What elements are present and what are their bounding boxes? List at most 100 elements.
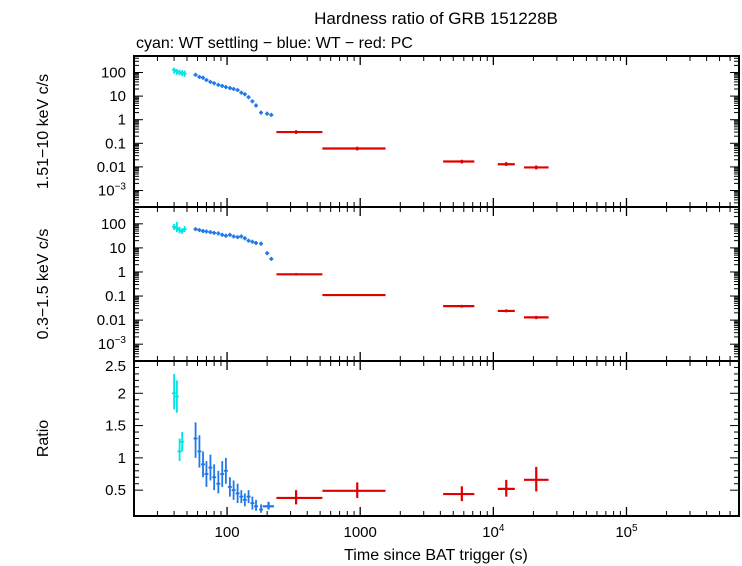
- data-point: [246, 238, 251, 243]
- data-point: [180, 432, 185, 452]
- y-tick-label: 0.1: [105, 288, 126, 305]
- y-tick-label: 10−3: [98, 182, 127, 200]
- data-point: [235, 88, 240, 93]
- series-wt: [193, 227, 274, 261]
- data-point: [220, 461, 225, 487]
- chart-title: Hardness ratio of GRB 151228B: [314, 9, 558, 28]
- data-point: [246, 490, 251, 504]
- x-tick-label: 1000: [344, 524, 377, 541]
- y-tick-label: 2.5: [105, 358, 126, 375]
- y-tick-label: 2: [118, 385, 126, 402]
- data-point: [259, 504, 264, 513]
- data-point: [193, 422, 198, 458]
- data-point: [227, 477, 232, 497]
- data-point: [239, 234, 244, 239]
- data-point: [246, 95, 251, 100]
- x-axis-label: Time since BAT trigger (s): [344, 547, 528, 564]
- data-point: [235, 483, 240, 504]
- data-point: [208, 454, 213, 481]
- data-point: [208, 79, 213, 84]
- x-tick-labels: 100 1000 104 105: [215, 523, 638, 541]
- series-pc: [276, 466, 549, 505]
- chart-subtitle: cyan: WT settling − blue: WT − red: PC: [136, 35, 413, 52]
- hardness-ratio-panel: 2.5 2 1.5 1 0.5 Ratio: [35, 358, 740, 517]
- data-point: [172, 223, 177, 231]
- data-point: [197, 74, 202, 79]
- x-tick-label: 105: [615, 523, 638, 541]
- y-tick-label: 1.5: [105, 418, 126, 435]
- data-point: [204, 78, 209, 83]
- series-wt: [193, 72, 274, 117]
- data-point: [201, 75, 206, 80]
- data-point: [216, 231, 221, 236]
- data-point: [172, 67, 177, 74]
- data-point: [223, 457, 228, 484]
- data-point: [177, 438, 182, 462]
- y-tick-label: 10: [109, 88, 126, 105]
- data-point: [223, 85, 228, 90]
- data-point: [220, 232, 225, 237]
- y-tick-label: 1: [118, 112, 126, 129]
- data-point: [250, 496, 255, 510]
- data-point: [443, 486, 475, 502]
- panel-frame: [133, 360, 740, 517]
- data-point: [497, 479, 515, 497]
- data-point: [443, 304, 475, 308]
- y-tick-label: 10: [109, 240, 126, 257]
- panel-frame: [133, 55, 740, 208]
- data-point: [212, 230, 217, 235]
- data-point: [204, 229, 209, 234]
- data-point: [265, 111, 270, 116]
- data-point: [276, 130, 323, 134]
- data-point: [497, 162, 515, 166]
- data-point: [182, 226, 187, 233]
- y-tick-label: 100: [101, 216, 126, 233]
- data-point: [201, 229, 206, 234]
- data-point: [242, 493, 247, 507]
- data-point: [193, 72, 198, 77]
- x-tick-label: 100: [215, 524, 240, 541]
- data-point: [269, 112, 274, 117]
- y-tick-label: 1: [118, 450, 126, 467]
- data-point: [497, 309, 515, 313]
- series-pc: [276, 130, 549, 170]
- data-point: [239, 90, 244, 95]
- data-point: [254, 499, 259, 511]
- data-point: [262, 501, 274, 510]
- data-point: [524, 165, 549, 170]
- data-point: [254, 240, 259, 245]
- y-tick-label: 100: [101, 64, 126, 81]
- y-tick-label: 1: [118, 264, 126, 281]
- data-point: [227, 232, 232, 237]
- data-point: [322, 293, 386, 297]
- x-tick-label: 104: [482, 523, 505, 541]
- data-point: [177, 226, 182, 234]
- data-point: [242, 92, 247, 97]
- data-point: [235, 235, 240, 240]
- data-point: [223, 233, 228, 238]
- data-point: [259, 110, 264, 115]
- data-point: [180, 228, 185, 234]
- data-point: [276, 490, 323, 505]
- data-point: [220, 83, 225, 88]
- series-wt: [193, 422, 274, 513]
- data-point: [322, 146, 386, 151]
- data-point: [197, 435, 202, 468]
- data-point: [259, 241, 264, 246]
- data-point: [269, 256, 274, 261]
- data-point: [201, 451, 206, 478]
- series-wt-settling: [172, 373, 185, 462]
- data-point: [322, 482, 386, 498]
- data-point: [212, 464, 217, 491]
- data-point: [524, 315, 549, 320]
- data-point: [254, 103, 259, 108]
- y-tick-label: 10−3: [98, 335, 127, 353]
- y-axis-label: 0.3−1.5 keV c/s: [35, 229, 52, 340]
- series-wt-settling: [172, 221, 187, 234]
- data-point: [250, 239, 255, 244]
- data-point: [443, 159, 475, 164]
- series-pc: [276, 273, 549, 320]
- data-point: [204, 461, 209, 487]
- panel-frame: [133, 206, 740, 362]
- data-point: [193, 227, 198, 232]
